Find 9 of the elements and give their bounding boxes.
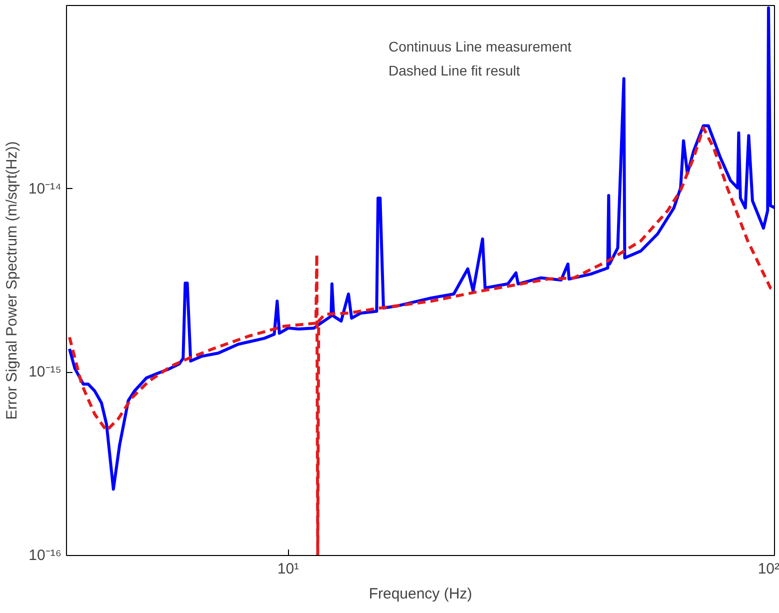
x-tick-label: 10¹ (277, 560, 300, 578)
annotation: Dashed Line fit result (388, 62, 520, 78)
y-tick-label: 10⁻¹⁵ (28, 364, 62, 381)
x-tick-label: 10² (758, 560, 779, 578)
y-tick-label: 10⁻¹⁴ (28, 180, 62, 198)
annotation: Continuus Line measurement (388, 38, 572, 54)
y-axis-title: Error Signal Power Spectrum (m/sqrt(Hz)) (3, 141, 20, 420)
x-axis-title: Frequency (Hz) (368, 586, 472, 602)
y-tick-label: 10⁻¹⁶ (28, 547, 62, 564)
